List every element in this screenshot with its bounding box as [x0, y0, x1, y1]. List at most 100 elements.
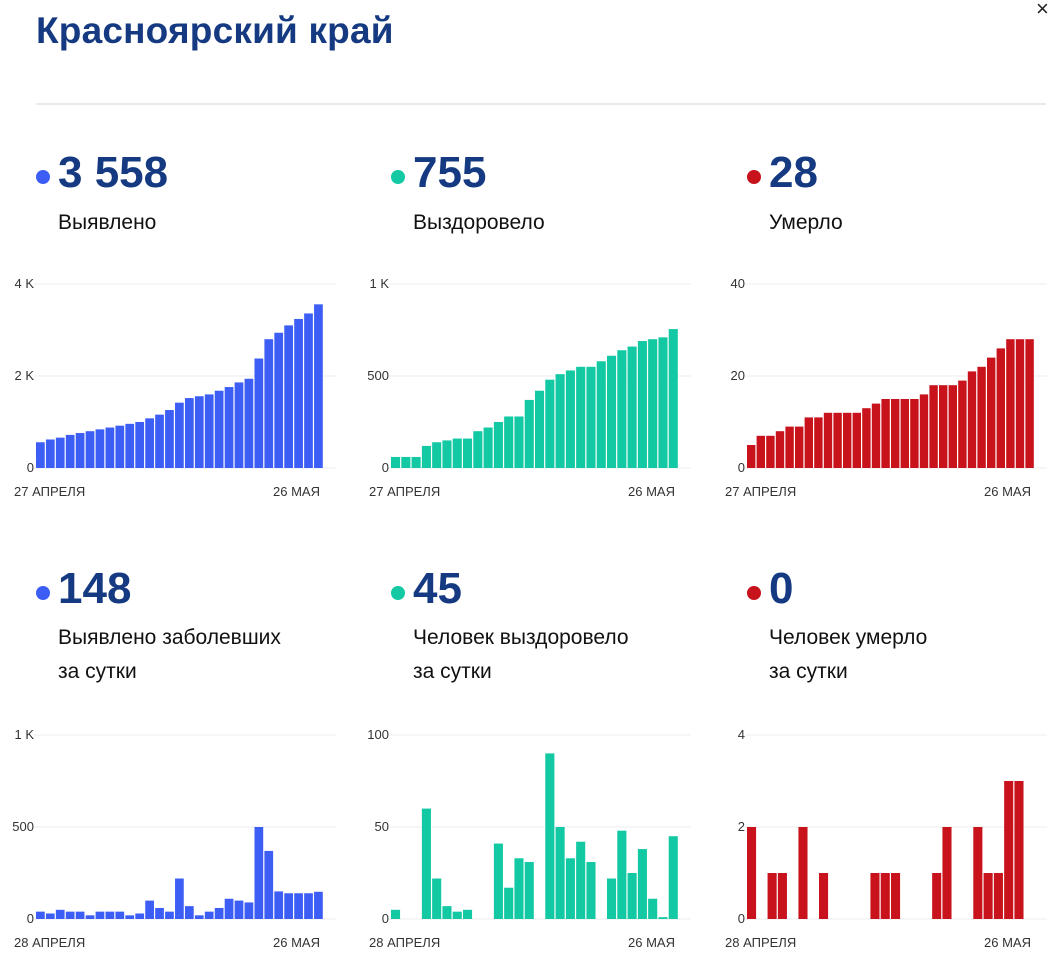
bar — [214, 907, 224, 919]
bar — [862, 408, 871, 468]
x-start-label: 28 АПРЕЛЯ — [14, 935, 85, 950]
bar — [45, 439, 55, 468]
bar — [432, 878, 442, 919]
stat-card-deaths: 28 Умерло 0 20 40 27 АПРЕЛЯ 26 МАЯ — [725, 145, 1056, 545]
bar — [55, 909, 65, 919]
bar — [314, 891, 323, 919]
y-tick-label: 0 — [27, 911, 34, 926]
bar — [155, 907, 164, 919]
bar — [514, 858, 524, 919]
y-tick-label: 40 — [731, 276, 745, 291]
x-start-label: 28 АПРЕЛЯ — [725, 935, 796, 950]
bar — [1004, 781, 1014, 919]
bar — [75, 911, 85, 919]
bar — [55, 437, 65, 468]
x-start-label: 27 АПРЕЛЯ — [725, 484, 796, 499]
bar — [155, 414, 164, 468]
bar — [442, 440, 452, 468]
bar — [115, 425, 125, 468]
bar — [777, 873, 787, 919]
page-title: Красноярский край — [36, 10, 394, 51]
bar — [648, 339, 658, 468]
bar — [756, 435, 765, 468]
bar — [452, 911, 462, 919]
x-end-label: 26 МАЯ — [273, 484, 320, 499]
y-tick-label: 4 K — [14, 276, 34, 291]
bar — [254, 358, 264, 468]
bar — [473, 431, 483, 468]
y-tick-label: 2 — [738, 819, 745, 834]
bar — [36, 911, 45, 919]
bar — [504, 416, 514, 468]
bar — [948, 385, 957, 468]
x-end-label: 26 МАЯ — [984, 935, 1031, 950]
y-tick-label: 20 — [731, 368, 745, 383]
bar — [586, 861, 596, 919]
x-start-label: 28 АПРЕЛЯ — [369, 935, 440, 950]
bar — [105, 911, 115, 919]
bar — [565, 858, 575, 919]
bar — [767, 873, 777, 919]
bar — [932, 873, 942, 919]
bar — [452, 438, 462, 468]
y-tick-label: 0 — [382, 460, 389, 475]
bar — [798, 827, 808, 919]
y-tick-label: 4 — [738, 727, 745, 742]
bar — [919, 394, 929, 468]
bar — [463, 438, 473, 468]
bar — [939, 385, 948, 468]
bar — [125, 915, 135, 919]
bar — [493, 843, 503, 919]
bar — [135, 913, 145, 919]
bar — [135, 422, 145, 468]
bar — [607, 878, 617, 919]
bar — [411, 456, 421, 468]
bar — [244, 902, 254, 919]
chart-daily-deaths: 0 2 4 28 АПРЕЛЯ 26 МАЯ — [725, 727, 1047, 950]
bar — [555, 374, 565, 468]
bar — [929, 385, 938, 468]
bar — [555, 827, 565, 919]
stat-value: 3 558 — [58, 148, 169, 197]
bar — [284, 325, 294, 468]
bar — [648, 898, 658, 919]
bar — [504, 887, 514, 919]
bar — [264, 850, 274, 919]
bar — [1025, 339, 1034, 468]
bar — [304, 313, 313, 468]
red-dot-icon — [747, 586, 761, 600]
bar — [766, 435, 775, 468]
bar — [843, 412, 852, 468]
bar — [65, 911, 75, 919]
bar — [463, 909, 473, 919]
y-tick-label: 0 — [27, 460, 34, 475]
bar — [184, 398, 194, 468]
bar — [617, 830, 627, 919]
bar — [900, 399, 909, 468]
bar — [421, 808, 431, 919]
bar — [194, 396, 204, 468]
bar — [747, 827, 757, 919]
bar — [881, 399, 890, 468]
teal-dot-icon — [391, 170, 405, 184]
bar — [75, 433, 85, 468]
bar — [545, 379, 555, 468]
bar — [264, 339, 274, 468]
bar — [967, 371, 977, 468]
stat-card-daily-recovered: 45 Человек выздоровело за сутки 0 50 100 28… — [367, 560, 711, 960]
chart-daily-confirmed: 0 500 1 K 28 АПРЕЛЯ 26 МАЯ — [12, 727, 336, 950]
bar — [432, 442, 442, 468]
bar — [996, 348, 1005, 468]
bar — [870, 873, 880, 919]
y-tick-label: 500 — [12, 819, 34, 834]
bar — [1015, 339, 1025, 468]
bar — [795, 426, 804, 468]
bar — [535, 390, 545, 468]
close-icon[interactable]: × — [1036, 0, 1049, 21]
bar — [658, 337, 668, 468]
bar — [891, 873, 901, 919]
x-start-label: 27 АПРЕЛЯ — [14, 484, 85, 499]
bar — [891, 399, 900, 468]
bar — [524, 861, 534, 919]
bar — [115, 911, 125, 919]
